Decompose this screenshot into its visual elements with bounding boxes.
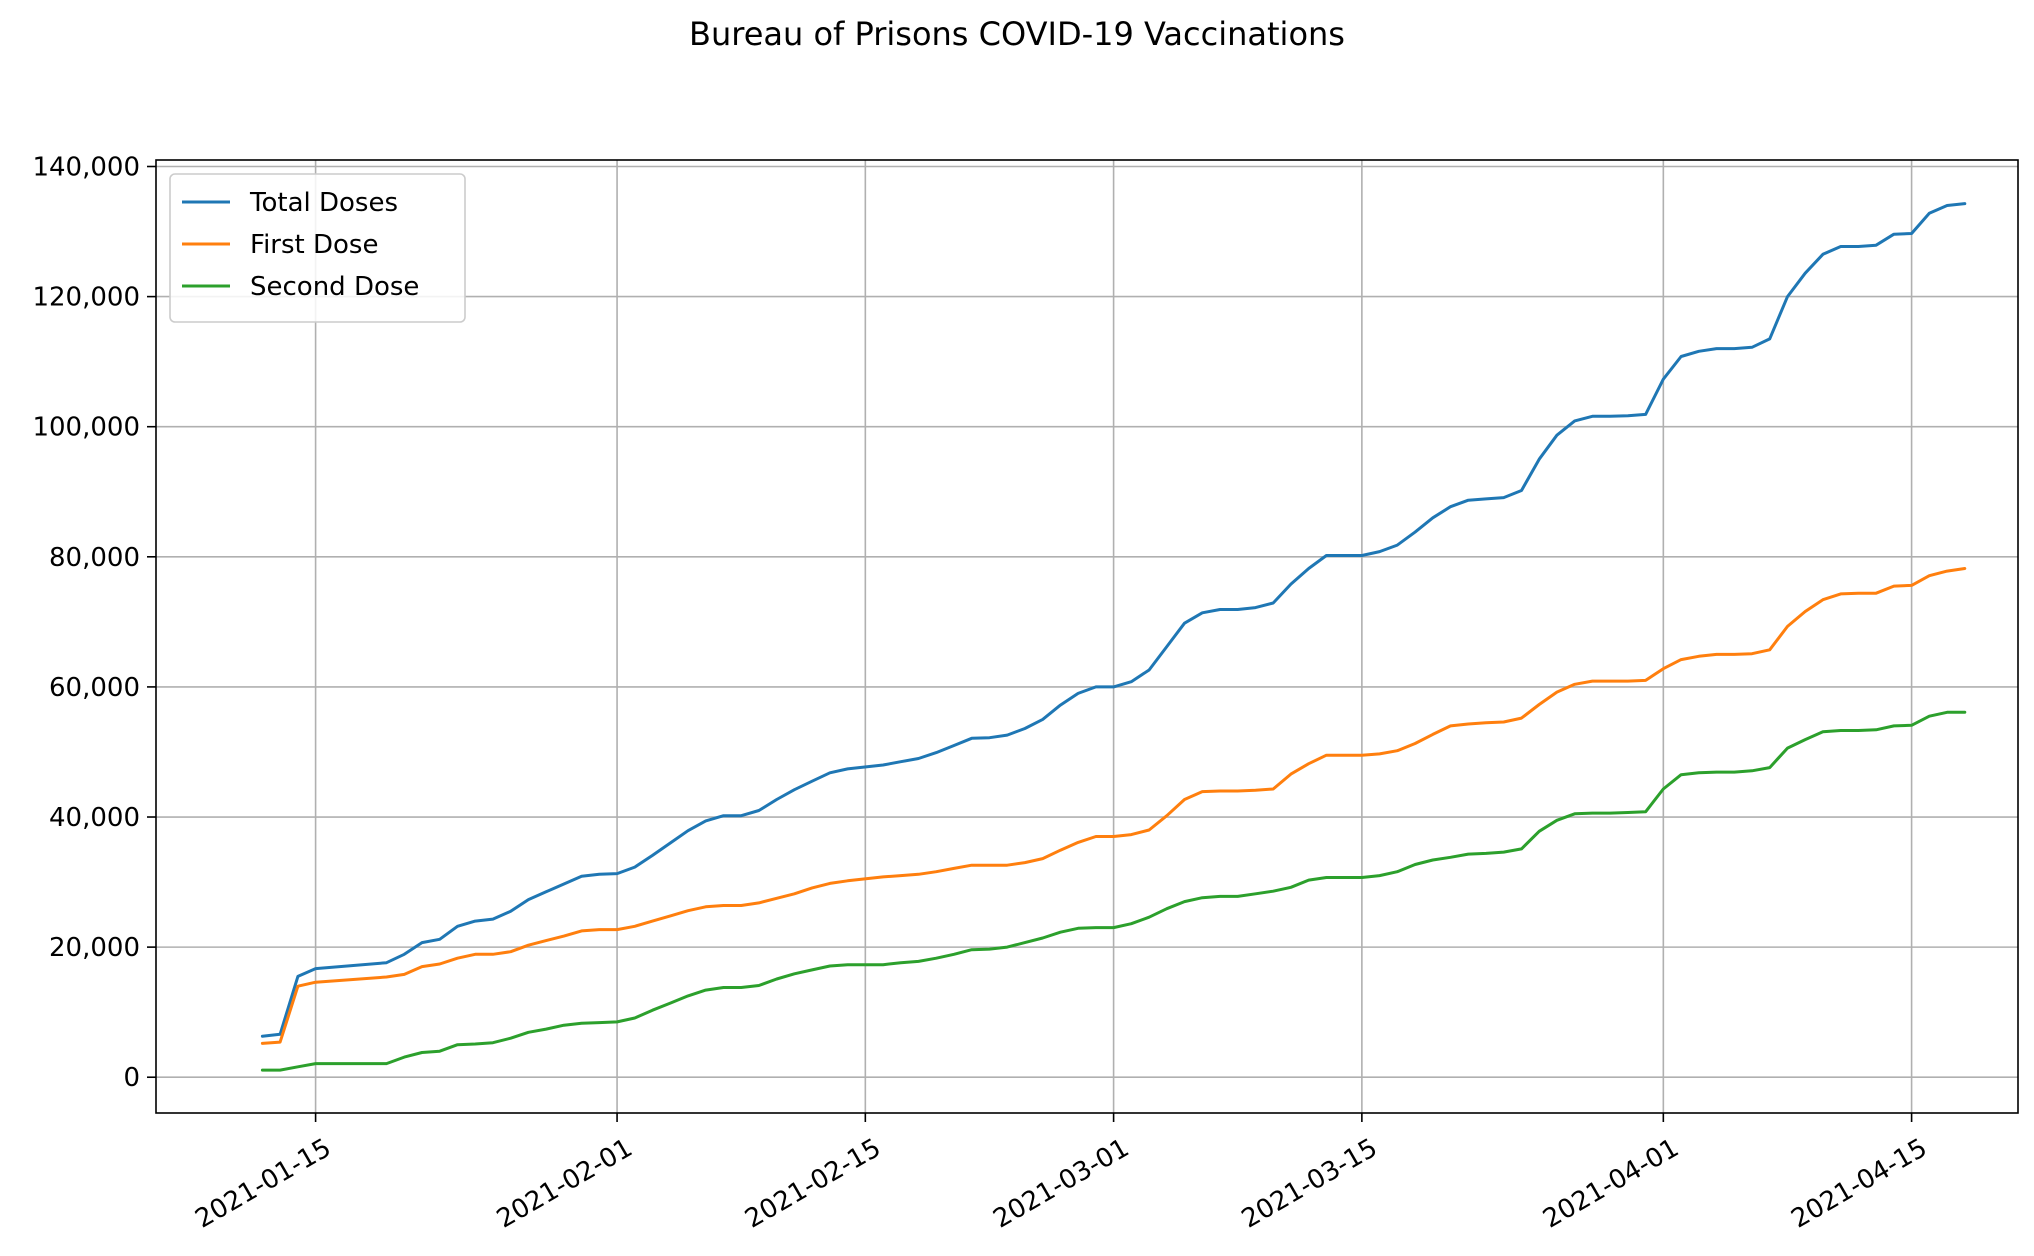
grid-layer: [156, 160, 2018, 1113]
y-tick-label: 100,000: [32, 413, 140, 443]
x-tick-label: 2021-04-15: [1786, 1133, 1932, 1235]
series-line-total-doses: [260, 202, 1967, 1038]
plot-frame: [155, 159, 2019, 1114]
x-tick-label: 2021-01-15: [190, 1133, 336, 1235]
x-tick-label: 2021-03-15: [1237, 1133, 1383, 1235]
y-tick-label: 140,000: [32, 153, 140, 183]
series-line-second-dose: [260, 710, 1967, 1072]
y-tick-label: 80,000: [49, 543, 140, 573]
series-line-first-dose: [260, 567, 1967, 1045]
legend-label: First Dose: [250, 230, 378, 260]
legend-label: Total Doses: [249, 188, 398, 218]
legend-box: [169, 173, 466, 323]
x-tick-label: 2021-02-01: [492, 1133, 638, 1235]
y-tick-label: 20,000: [49, 933, 140, 963]
y-tick-label: 60,000: [49, 673, 140, 703]
chart-title: Bureau of Prisons COVID-19 Vaccinations: [689, 15, 1345, 53]
legend-label: Second Dose: [250, 272, 419, 302]
y-tick-label: 40,000: [49, 803, 140, 833]
x-tick-label: 2021-03-01: [988, 1133, 1134, 1235]
y-tick-label: 120,000: [32, 283, 140, 313]
x-tick-label: 2021-02-15: [740, 1133, 886, 1235]
legend: Total Doses First Dose Second Dose: [169, 173, 466, 323]
y-tick-label: 0: [123, 1063, 140, 1093]
series-layer: [260, 202, 1967, 1072]
x-tick-label: 2021-04-01: [1538, 1133, 1684, 1235]
